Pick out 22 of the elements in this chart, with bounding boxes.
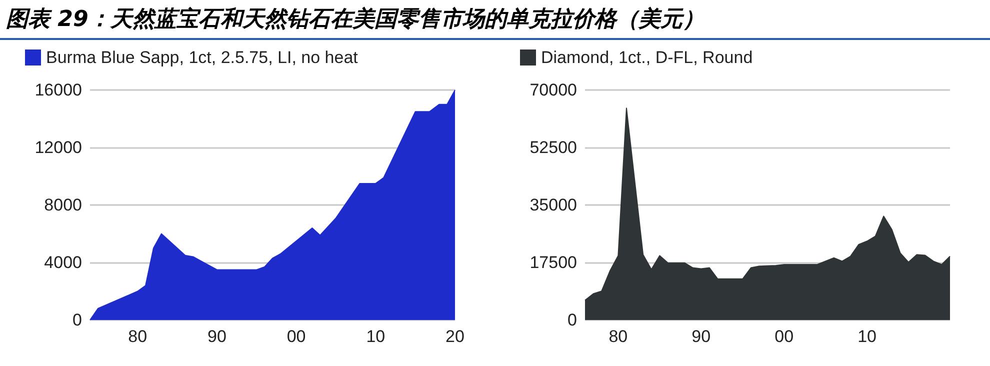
y-tick-label: 35000 — [530, 196, 577, 214]
y-tick-label: 0 — [72, 310, 82, 330]
x-tick-label: 80 — [128, 327, 148, 346]
y-tick-label: 17500 — [530, 253, 577, 272]
y-tick-label: 8000 — [44, 196, 82, 214]
x-tick-label: 00 — [774, 327, 794, 346]
x-tick-label: 10 — [858, 327, 877, 346]
x-tick-label: 10 — [366, 327, 386, 346]
x-tick-label: 20 — [446, 327, 464, 346]
y-tick-label: 52500 — [530, 138, 577, 157]
y-tick-label: 70000 — [530, 80, 577, 100]
legend-label: Burma Blue Sapp, 1ct, 2.5.75, LI, no heat — [46, 48, 358, 67]
y-tick-label: 4000 — [44, 253, 82, 272]
y-tick-label: 16000 — [34, 80, 82, 100]
y-tick-label: 12000 — [34, 138, 82, 157]
x-tick-label: 90 — [692, 327, 711, 346]
legend-label: Diamond, 1ct., D-FL, Round — [541, 48, 753, 67]
chart-title: 图表 29：天然蓝宝石和天然钻石在美国零售市场的单克拉价格（美元） — [0, 0, 990, 40]
x-tick-label: 00 — [286, 327, 306, 346]
x-tick-label: 90 — [207, 327, 226, 346]
x-tick-label: 80 — [608, 327, 628, 346]
y-tick-label: 0 — [568, 310, 577, 330]
